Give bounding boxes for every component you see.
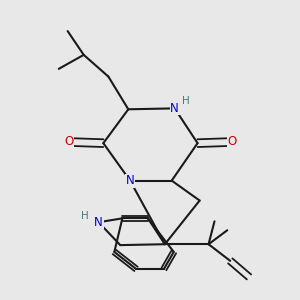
Text: H: H [182,96,190,106]
Text: H: H [81,211,89,221]
Text: O: O [228,136,237,148]
Text: N: N [170,102,179,115]
Text: N: N [126,174,134,187]
Text: N: N [94,216,103,229]
Text: O: O [64,136,74,148]
